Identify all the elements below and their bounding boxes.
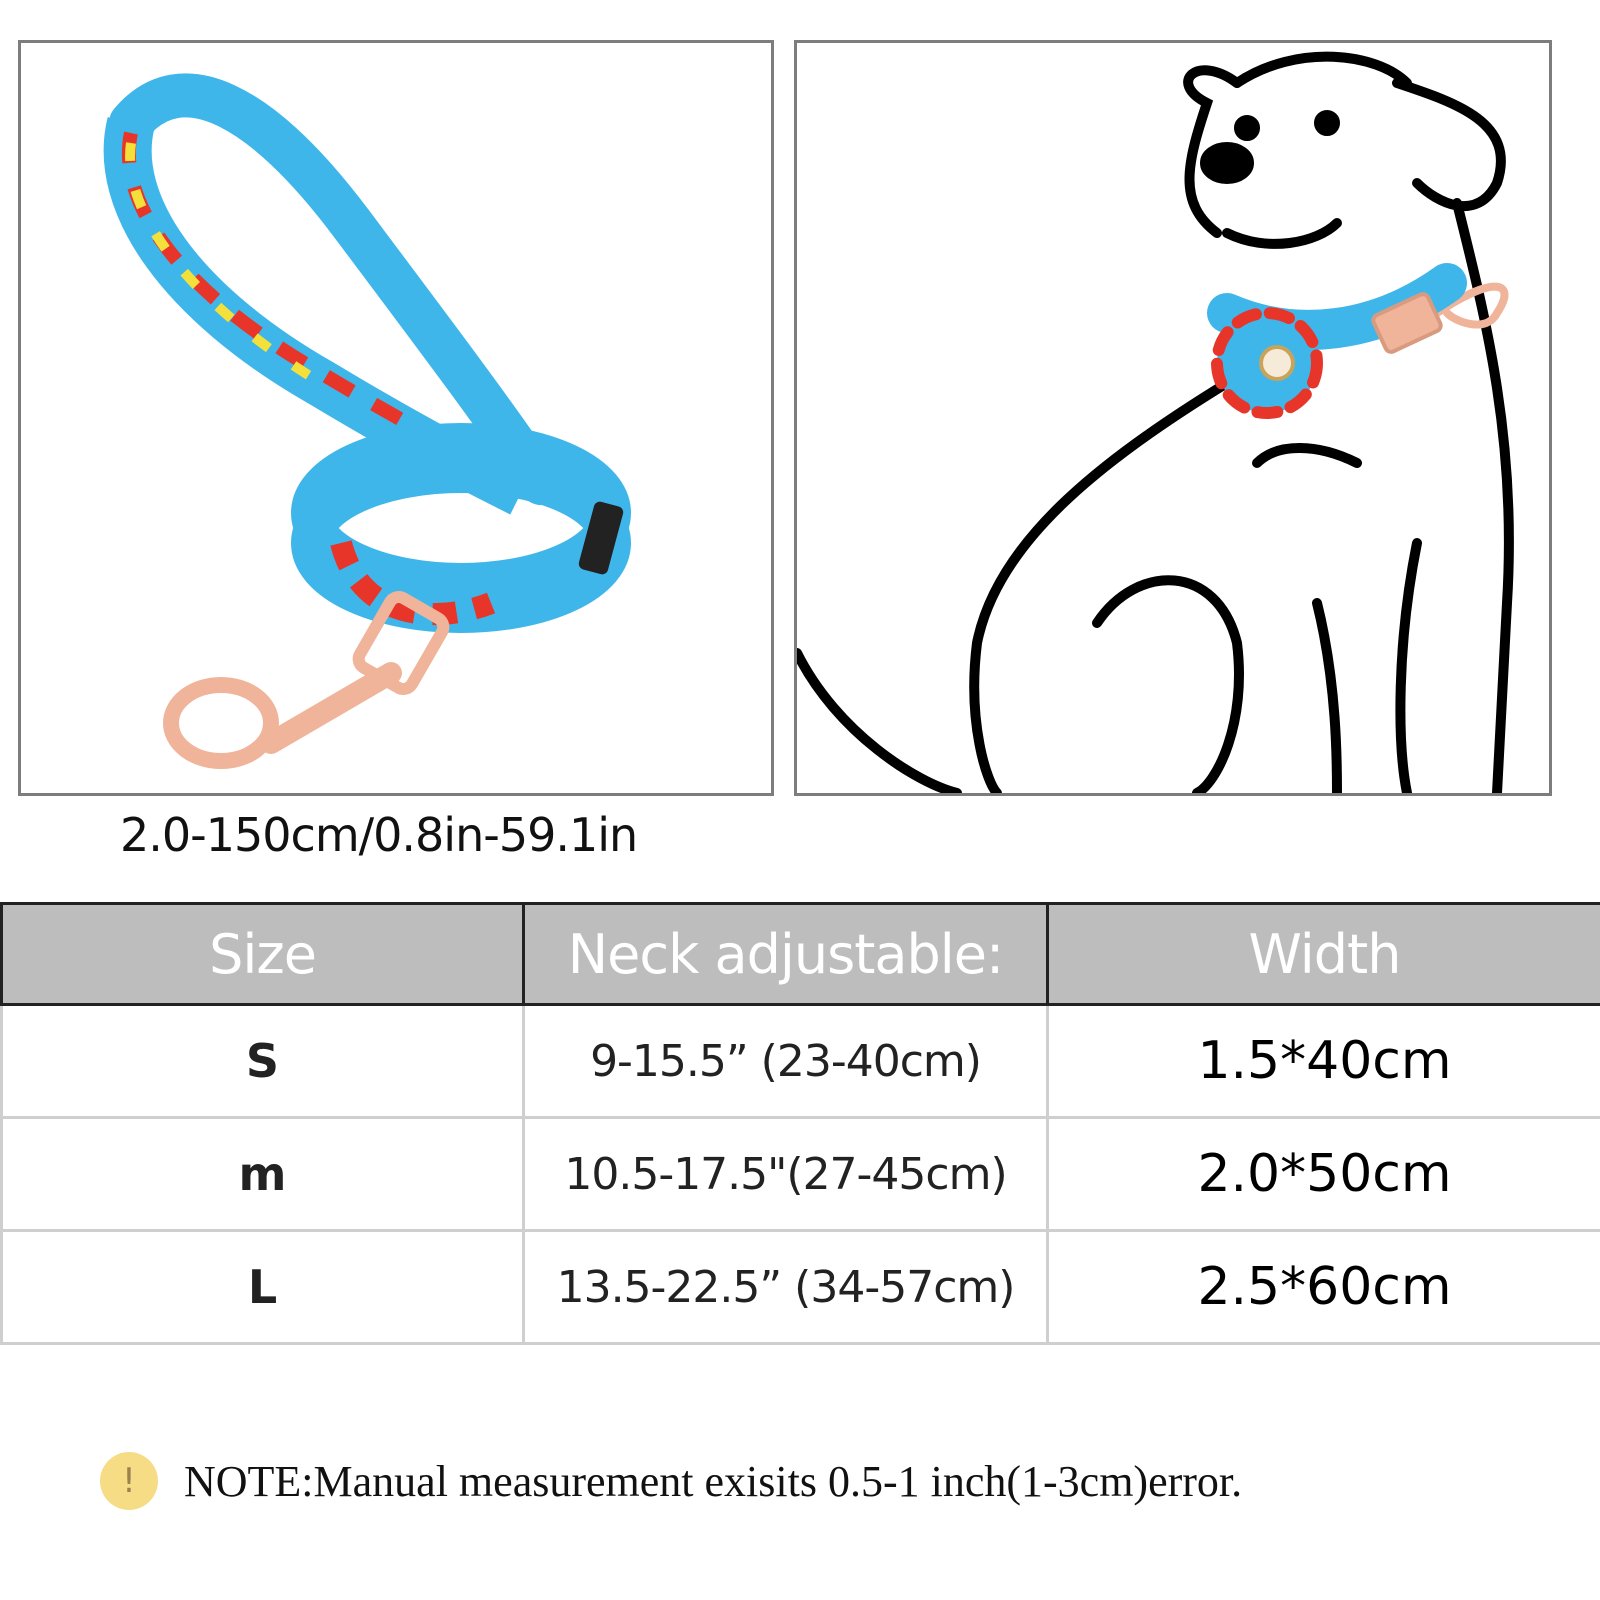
table-row: S 9-15.5” (23-40cm) 1.5*40cm — [0, 1004, 1600, 1119]
table-header-row: Size Neck adjustable: Width — [0, 902, 1600, 1006]
table-row: m 10.5-17.5"(27-45cm) 2.0*50cm — [0, 1117, 1600, 1232]
header-size: Size — [0, 902, 525, 1006]
dog-wearing-collar-image-panel — [794, 40, 1552, 796]
note-text: NOTE:Manual measurement exisits 0.5-1 in… — [184, 1456, 1243, 1506]
size-cell: L — [0, 1230, 525, 1345]
leash-image-panel — [18, 40, 774, 796]
leash-length-caption: 2.0-150cm/0.8in-59.1in — [120, 808, 638, 862]
measurement-note: ! NOTE:Manual measurement exisits 0.5-1 … — [100, 1452, 1242, 1510]
neck-cell: 10.5-17.5"(27-45cm) — [522, 1117, 1049, 1232]
size-cell: m — [0, 1117, 525, 1232]
neck-cell: 9-15.5” (23-40cm) — [522, 1004, 1049, 1119]
warning-icon: ! — [100, 1452, 158, 1510]
table-row: L 13.5-22.5” (34-57cm) 2.5*60cm — [0, 1230, 1600, 1345]
neck-cell: 13.5-22.5” (34-57cm) — [522, 1230, 1049, 1345]
size-chart-table: Size Neck adjustable: Width S 9-15.5” (2… — [0, 902, 1600, 1345]
width-cell: 2.5*60cm — [1046, 1230, 1600, 1345]
header-neck-adjustable: Neck adjustable: — [522, 902, 1049, 1006]
width-cell: 2.0*50cm — [1046, 1117, 1600, 1232]
leash-illustration — [103, 73, 631, 769]
dog-illustration — [797, 51, 1514, 793]
size-cell: S — [0, 1004, 525, 1119]
header-width: Width — [1046, 902, 1600, 1006]
width-cell: 1.5*40cm — [1046, 1004, 1600, 1119]
